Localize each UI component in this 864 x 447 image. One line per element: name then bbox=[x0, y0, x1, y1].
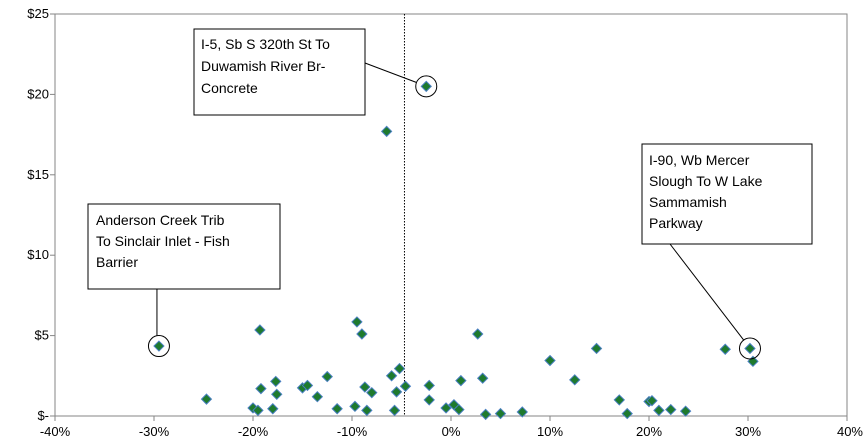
callout-circle bbox=[147, 335, 170, 358]
data-point bbox=[420, 80, 432, 93]
data-point bbox=[351, 316, 363, 328]
callout-text-line: I-90, Wb Mercer bbox=[649, 152, 750, 168]
data-point bbox=[270, 375, 282, 388]
callout-box bbox=[193, 28, 366, 116]
axes-layer: $- $5 $10 $15 $20 $25 -40% -30% -20% -10% 0% 10% 20%… bbox=[27, 6, 863, 439]
x-tick-label: 0% bbox=[442, 424, 461, 439]
data-point bbox=[200, 393, 213, 405]
callout-text-line: To Sinclair Inlet - Fish bbox=[96, 233, 230, 249]
data-point bbox=[252, 404, 264, 417]
data-point bbox=[744, 342, 756, 355]
data-point bbox=[516, 406, 528, 418]
callout-text-line: Sammamish bbox=[649, 194, 727, 210]
data-point bbox=[361, 404, 373, 417]
data-point bbox=[476, 372, 489, 384]
data-point bbox=[665, 403, 677, 416]
data-point bbox=[254, 324, 266, 336]
callout-circle bbox=[415, 75, 438, 98]
data-point bbox=[311, 390, 324, 403]
data-point bbox=[399, 380, 412, 392]
data-point bbox=[453, 403, 465, 416]
data-point bbox=[301, 379, 314, 392]
x-tick-label: -40% bbox=[40, 424, 71, 439]
callout-text-line: Slough To W Lake bbox=[649, 173, 763, 189]
data-point bbox=[388, 404, 401, 417]
data-point bbox=[255, 382, 267, 395]
x-tick-label: -10% bbox=[337, 424, 368, 439]
data-point bbox=[153, 340, 165, 352]
callout-text-line: Duwamish River Br- bbox=[201, 58, 326, 74]
data-point bbox=[356, 328, 368, 340]
data-point bbox=[679, 405, 692, 417]
callout-layer: I-5, Sb S 320th St To Duwamish River Br- C… bbox=[87, 28, 813, 360]
data-point bbox=[423, 394, 435, 406]
data-point bbox=[393, 362, 406, 375]
data-point bbox=[271, 388, 283, 400]
x-tick-label: 20% bbox=[636, 424, 662, 439]
data-point bbox=[621, 407, 633, 420]
callout-leader-line bbox=[364, 62, 417, 83]
callout-circle bbox=[738, 337, 761, 360]
y-tick-label: $25 bbox=[27, 6, 49, 21]
callout-text-line: Concrete bbox=[201, 80, 258, 96]
data-point bbox=[390, 386, 403, 398]
callout-box bbox=[641, 143, 813, 245]
callout-text-line: Parkway bbox=[649, 215, 703, 231]
data-point bbox=[479, 408, 492, 421]
data-point bbox=[349, 400, 361, 413]
data-point bbox=[544, 354, 556, 367]
x-tick-label: -20% bbox=[238, 424, 269, 439]
data-point bbox=[494, 407, 507, 420]
data-point bbox=[719, 343, 731, 355]
data-point bbox=[646, 395, 658, 407]
callout-text-line: I-5, Sb S 320th St To bbox=[201, 36, 330, 52]
x-tick-label: 40% bbox=[837, 424, 863, 439]
data-point bbox=[569, 374, 581, 386]
callout-leader-line bbox=[669, 243, 745, 341]
callout-box bbox=[87, 203, 281, 290]
y-tick-label: $5 bbox=[35, 328, 49, 343]
data-point bbox=[590, 342, 603, 355]
data-point bbox=[423, 379, 435, 392]
data-point bbox=[385, 370, 398, 382]
y-tick-label: $20 bbox=[27, 86, 49, 101]
data-point bbox=[380, 125, 393, 138]
data-point bbox=[359, 381, 371, 393]
data-point bbox=[366, 386, 378, 399]
data-point bbox=[613, 394, 626, 406]
x-tick-label: 30% bbox=[735, 424, 761, 439]
x-tick-label: 10% bbox=[537, 424, 563, 439]
y-tick-label: $10 bbox=[27, 247, 49, 262]
data-point bbox=[321, 370, 333, 383]
data-point bbox=[440, 402, 452, 414]
y-tick-label: $15 bbox=[27, 167, 49, 182]
data-point bbox=[653, 404, 665, 417]
data-point bbox=[472, 328, 484, 340]
x-tick-label: -30% bbox=[139, 424, 170, 439]
y-tick-label: $- bbox=[37, 408, 49, 423]
data-point bbox=[455, 374, 467, 387]
data-point bbox=[331, 403, 343, 415]
callout-text-line: Anderson Creek Trib bbox=[96, 212, 225, 228]
points-layer bbox=[153, 80, 759, 421]
callout-text-line: Barrier bbox=[96, 254, 138, 270]
data-point bbox=[267, 403, 279, 415]
